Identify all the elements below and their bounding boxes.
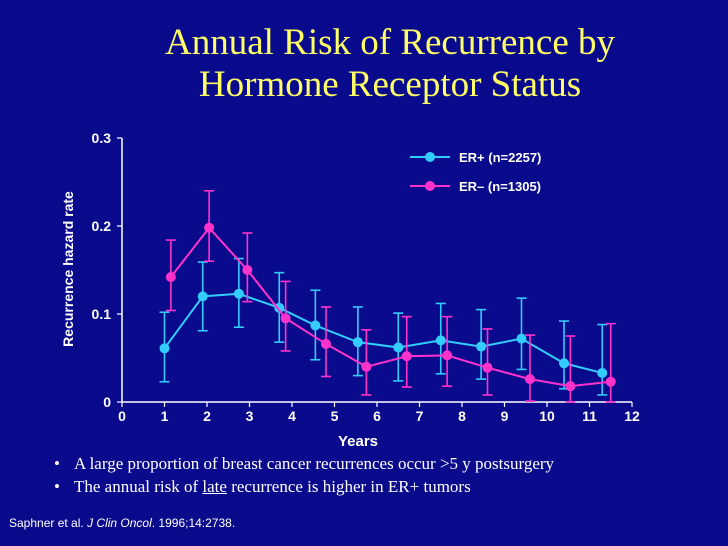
series-er-negative bbox=[165, 190, 616, 403]
x-tick-label: 4 bbox=[288, 408, 296, 424]
data-point bbox=[310, 320, 321, 331]
x-tick-label: 9 bbox=[501, 408, 509, 424]
data-point bbox=[197, 291, 208, 302]
data-point bbox=[525, 374, 535, 385]
data-point bbox=[565, 381, 576, 392]
y-axis-label: Recurrence hazard rate bbox=[60, 191, 76, 347]
citation: Saphner et al. J Clin Oncol. 1996;14:273… bbox=[9, 516, 235, 530]
x-axis-label: Years bbox=[338, 433, 378, 450]
series-line bbox=[170, 226, 611, 388]
x-tick-label: 1 bbox=[161, 408, 169, 424]
data-point bbox=[204, 222, 215, 233]
slide-title-line1: Annual Risk of Recurrence by bbox=[164, 22, 616, 63]
data-point bbox=[435, 335, 446, 346]
data-point bbox=[393, 342, 404, 353]
takeaway-item: • A large proportion of breast cancer re… bbox=[52, 452, 554, 475]
slide-title-line2: Hormone Receptor Status bbox=[198, 64, 582, 105]
legend-swatch-marker bbox=[425, 181, 435, 191]
data-point bbox=[361, 361, 372, 372]
data-point bbox=[321, 338, 331, 349]
series-line bbox=[163, 292, 603, 374]
data-point bbox=[605, 376, 616, 387]
data-point bbox=[401, 351, 412, 362]
slide-title: Annual Risk of Recurrence by Hormone Rec… bbox=[90, 22, 690, 106]
chart-series bbox=[159, 190, 616, 403]
data-point bbox=[274, 302, 285, 313]
data-point bbox=[242, 265, 253, 275]
takeaway-list: • A large proportion of breast cancer re… bbox=[52, 452, 554, 498]
x-tick-label: 7 bbox=[416, 408, 424, 424]
data-point bbox=[482, 362, 493, 373]
x-tick-label: 12 bbox=[624, 408, 640, 424]
legend-label: ER– (n=1305) bbox=[459, 179, 541, 194]
data-point bbox=[352, 337, 363, 348]
data-point bbox=[559, 358, 569, 369]
citation-journal: J Clin Oncol bbox=[87, 516, 152, 530]
x-tick-label: 2 bbox=[203, 408, 211, 424]
y-tick-label: 0 bbox=[103, 394, 111, 410]
takeaway-text: A large proportion of breast cancer recu… bbox=[74, 454, 555, 473]
data-point bbox=[159, 343, 170, 354]
data-point bbox=[233, 288, 244, 299]
citation-details: . 1996;14:2738. bbox=[151, 516, 236, 530]
data-point bbox=[165, 272, 176, 283]
x-tick-label: 6 bbox=[373, 408, 381, 424]
citation-authors: Saphner et al. bbox=[9, 516, 88, 530]
bullet-glyph: • bbox=[54, 477, 60, 496]
x-tick-label: 8 bbox=[458, 408, 466, 424]
bullet-glyph: • bbox=[54, 454, 60, 473]
y-tick-label: 0.1 bbox=[92, 306, 112, 322]
chart-legend: ER+ (n=2257) ER– (n=1305) bbox=[410, 150, 541, 194]
data-point bbox=[597, 367, 608, 378]
takeaway-text-post: recurrence is higher in ER+ tumors bbox=[226, 477, 471, 496]
data-point bbox=[516, 333, 527, 344]
data-point bbox=[280, 313, 291, 324]
legend-swatch-marker bbox=[425, 152, 435, 162]
x-tick-label: 3 bbox=[246, 408, 254, 424]
series-er-positive bbox=[159, 257, 608, 396]
takeaway-text-pre: The annual risk of bbox=[74, 477, 203, 496]
x-tick-label: 10 bbox=[539, 408, 555, 424]
data-point bbox=[442, 350, 453, 361]
y-tick-label: 0.2 bbox=[92, 218, 112, 234]
x-tick-label: 0 bbox=[118, 408, 126, 424]
x-tick-label: 5 bbox=[331, 408, 339, 424]
legend-label: ER+ (n=2257) bbox=[459, 150, 541, 165]
takeaway-item: • The annual risk of late recurrence is … bbox=[52, 475, 554, 498]
data-point bbox=[476, 341, 487, 352]
takeaway-text-emphasis: late bbox=[202, 477, 227, 496]
x-tick-label: 11 bbox=[582, 408, 597, 424]
y-tick-label: 0.3 bbox=[92, 130, 112, 146]
